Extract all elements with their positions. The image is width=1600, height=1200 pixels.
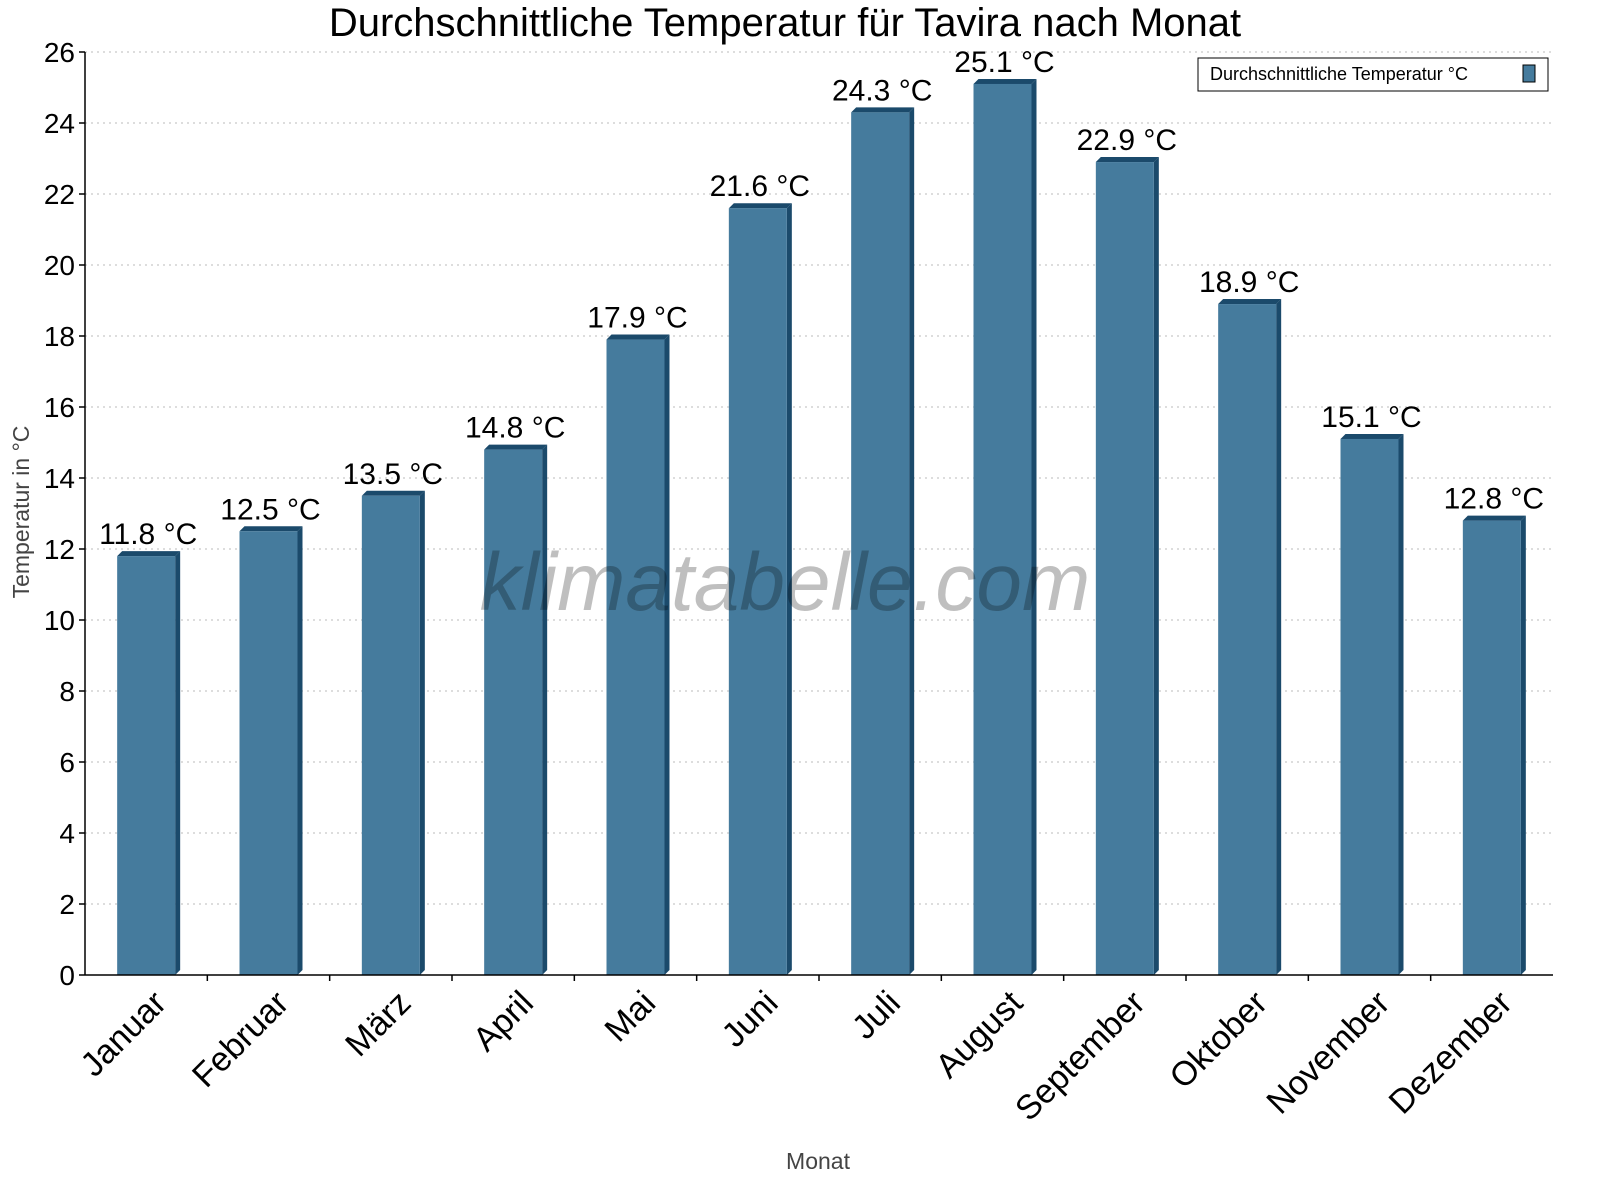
bar-top: [361, 490, 425, 496]
y-tick-label: 6: [59, 747, 75, 778]
x-axis-label: Monat: [786, 1148, 851, 1174]
x-tick-label: November: [1259, 984, 1397, 1122]
data-label: 13.5 °C: [343, 458, 443, 491]
data-label: 25.1 °C: [954, 46, 1054, 79]
bar: [728, 208, 787, 975]
data-label: 17.9 °C: [587, 302, 687, 335]
bar: [484, 449, 543, 976]
bar-top: [851, 107, 915, 113]
bar-top: [1462, 515, 1526, 521]
x-tick-label: April: [466, 984, 541, 1059]
bar: [1340, 438, 1399, 975]
bar-side: [664, 334, 670, 975]
bar-side: [1398, 433, 1404, 975]
bar-top: [973, 78, 1037, 84]
bar: [239, 531, 298, 975]
x-ticks: Januar Februar März April Mai Juni Juli AugustS…: [73, 975, 1519, 1128]
x-tick-label: Dezember: [1382, 984, 1520, 1122]
bar: [851, 112, 910, 976]
bar-top: [1340, 433, 1404, 439]
bar-top: [117, 551, 181, 557]
bar-side: [297, 526, 303, 975]
y-tick-label: 26: [44, 37, 75, 68]
y-tick-label: 20: [44, 250, 75, 281]
bar-side: [1520, 515, 1526, 975]
data-label: 21.6 °C: [710, 170, 810, 203]
y-tick-label: 10: [44, 605, 75, 636]
bar-top: [1095, 157, 1159, 163]
gridlines: [85, 51, 1553, 905]
bar-top: [239, 526, 303, 532]
y-tick-label: 18: [44, 321, 75, 352]
data-label: 11.8 °C: [99, 518, 197, 551]
x-tick-label: Februar: [185, 984, 296, 1095]
bar-side: [542, 444, 548, 976]
y-tick-label: 16: [44, 392, 75, 423]
legend-label: Durchschnittliche Temperatur °C: [1210, 64, 1468, 84]
legend: Durchschnittliche Temperatur °C: [1197, 57, 1549, 92]
x-tick-label: Januar: [73, 984, 173, 1084]
x-tick-label: September: [1008, 984, 1152, 1128]
y-tick-label: 2: [59, 889, 75, 920]
bar-side: [909, 107, 915, 976]
watermark: klimatabelle.com: [480, 537, 1091, 628]
bar-top: [728, 203, 792, 209]
y-tick-label: 4: [59, 818, 75, 849]
bar-side: [786, 203, 792, 975]
bar: [1218, 304, 1277, 975]
bar-side: [1031, 78, 1037, 975]
x-tick-label: August: [928, 983, 1030, 1085]
legend-swatch: [1522, 64, 1536, 83]
bar: [973, 83, 1032, 975]
legend-box: [1197, 57, 1549, 92]
y-tick-label: 8: [59, 676, 75, 707]
y-tick-label: 12: [44, 534, 75, 565]
bar-side: [1153, 157, 1159, 976]
x-tick-label: Oktober: [1162, 984, 1274, 1096]
bar: [361, 495, 420, 975]
bars: 11.8 °C 12.5 °C 13.5 °C 14.8 °C 17.9 °C 21.6 …: [99, 46, 1544, 976]
y-tick-label: 22: [44, 179, 75, 210]
bar-side: [419, 490, 425, 975]
data-label: 18.9 °C: [1199, 266, 1299, 299]
y-tick-label: 24: [44, 108, 75, 139]
bar: [606, 339, 665, 975]
data-label: 12.5 °C: [220, 493, 320, 526]
x-tick-label: Juni: [715, 984, 786, 1055]
x-tick-label: Juli: [845, 984, 908, 1047]
bar-side: [1276, 299, 1282, 975]
data-label: 12.8 °C: [1444, 483, 1544, 516]
data-label: 22.9 °C: [1077, 124, 1177, 157]
bar-top: [606, 334, 670, 340]
bar-side: [175, 551, 181, 975]
chart-title: Durchschnittliche Temperatur für Tavira …: [329, 1, 1241, 45]
y-tick-label: 14: [44, 463, 75, 494]
x-tick-label: Mai: [598, 984, 664, 1050]
bar: [117, 556, 176, 975]
bar-top: [484, 444, 548, 450]
x-tick-label: März: [338, 984, 418, 1064]
data-label: 24.3 °C: [832, 74, 932, 107]
bar: [1462, 520, 1521, 975]
y-tick-label: 0: [59, 960, 75, 991]
y-axis-label: Temperatur in °C: [8, 426, 34, 599]
bar-top: [1218, 299, 1282, 305]
bar: [1095, 162, 1154, 976]
data-label: 14.8 °C: [465, 412, 565, 445]
data-label: 15.1 °C: [1321, 401, 1421, 434]
